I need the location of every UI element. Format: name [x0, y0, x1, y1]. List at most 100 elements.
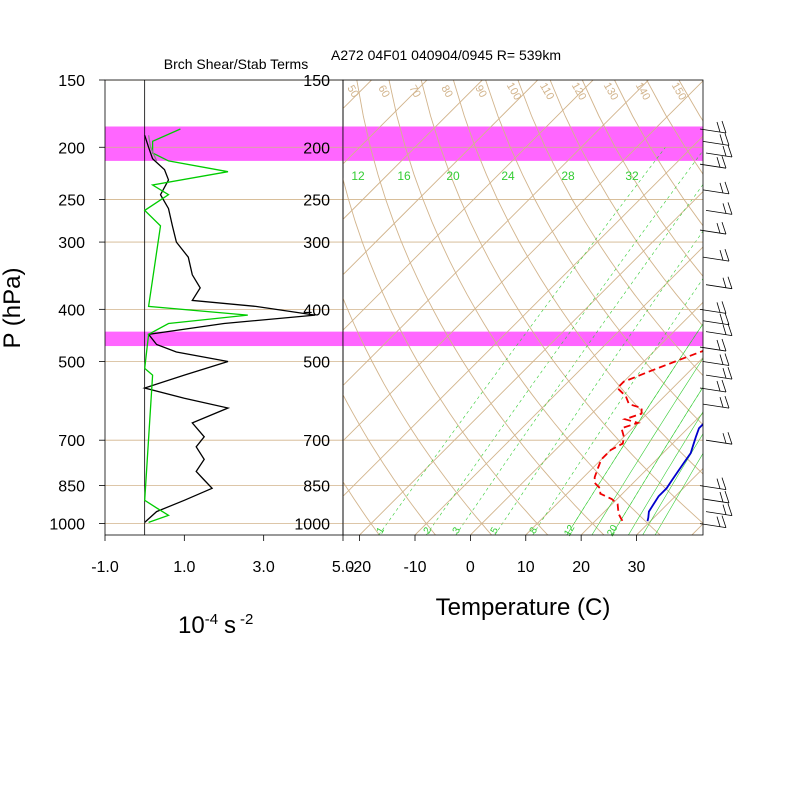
wind-barb-flag	[723, 325, 726, 335]
wind-barb-flag	[722, 222, 726, 234]
wind-barb-flag	[717, 340, 720, 350]
wind-barb-flag	[728, 367, 732, 379]
wind-barb-shaft	[703, 499, 729, 503]
isotherm-label: 120	[569, 81, 589, 103]
x-label-unit: s	[224, 612, 236, 639]
right-ytick-label: 400	[303, 302, 330, 319]
mixing-ratio-bottom-label: 2	[422, 525, 435, 536]
wind-barb	[700, 156, 726, 168]
wind-barb-flag	[717, 479, 720, 489]
wind-barb	[700, 339, 726, 351]
mixing-ratio-label: 24	[501, 169, 515, 183]
right-ytick-label: 700	[303, 433, 330, 450]
left-highlight-band-1	[105, 332, 343, 346]
left-xtick-label: 1.0	[173, 559, 195, 576]
right-xtick-label: -10	[403, 559, 426, 576]
wind-barb-shaft	[706, 375, 732, 379]
wind-barb-flag	[728, 432, 732, 444]
wind-barb-flag	[722, 339, 726, 351]
x-label-base: 10	[178, 612, 205, 639]
x-label-exponent: -4	[205, 611, 218, 628]
wind-barb	[703, 182, 729, 194]
wind-barb-shaft	[703, 362, 729, 366]
isotherm-label: 140	[633, 81, 653, 103]
wind-barb-flag	[717, 157, 720, 167]
left-ytick-label: 1000	[49, 517, 85, 534]
y-axis-label: P (hPa)	[0, 268, 26, 349]
left-xtick-label: 3.0	[253, 559, 275, 576]
left-series-group	[145, 129, 316, 522]
temperature-profile	[648, 123, 800, 522]
left-ytick-label: 700	[58, 433, 85, 450]
right-xtick-label: -20	[348, 559, 371, 576]
mixing-ratio-label: 16	[397, 169, 411, 183]
mixing-ratio-bottom-label: 20	[605, 523, 620, 539]
wind-barb-shaft	[700, 230, 726, 234]
wind-barb-flag	[717, 517, 720, 527]
wind-barb-flag	[720, 314, 723, 324]
wind-barb-flag	[717, 302, 720, 312]
wind-barbs	[700, 121, 732, 528]
mixing-ratio-bottom-label: 12	[562, 523, 577, 539]
wind-barb-flag	[728, 324, 732, 336]
wind-barb-flag	[725, 491, 729, 503]
wind-barb-shaft	[706, 332, 732, 336]
wind-barb-flag	[723, 203, 726, 213]
wind-barb	[703, 313, 729, 325]
wind-barb-shaft	[700, 388, 726, 392]
left-ytick-label: 500	[58, 355, 85, 372]
isotherm-label: 130	[601, 81, 621, 103]
isotherm-label: 60	[375, 83, 392, 100]
wind-barb-shaft	[700, 524, 726, 528]
right-xtick-label: 10	[517, 559, 535, 576]
wind-barb-flag	[723, 505, 726, 515]
mixing-ratio-bottom-label: 3	[451, 525, 464, 536]
wind-barb-flag	[722, 380, 726, 392]
isotherm-label: 80	[438, 83, 455, 100]
wind-barb	[703, 354, 729, 366]
right-ytick-label: 150	[303, 73, 330, 90]
isotherm-label: 70	[406, 83, 423, 100]
wind-barb-flag	[723, 433, 726, 443]
right-ytick-label: 850	[303, 479, 330, 496]
wind-barb	[703, 249, 729, 261]
wind-barb-shaft	[706, 512, 732, 516]
wind-barb-flag	[728, 504, 732, 516]
wind-barb-flag	[723, 278, 726, 288]
right-highlight-band-1	[343, 332, 703, 346]
wind-barb-shaft	[703, 257, 729, 261]
right-ytick-label: 500	[303, 355, 330, 372]
right-panel-title: A272 04F01 040904/0945 R= 539km	[331, 47, 561, 63]
wind-barb	[706, 504, 732, 516]
wind-barb-shaft	[703, 190, 729, 194]
wind-barb-flag	[720, 355, 723, 365]
wind-barb	[703, 133, 729, 145]
isotherm-label: 110	[537, 81, 556, 102]
wind-barb-flag	[723, 146, 726, 156]
right-xtick-label: 20	[572, 559, 590, 576]
isotherm-line	[692, 80, 800, 535]
wind-barb-shaft	[700, 164, 726, 168]
left-series-line-0	[145, 135, 316, 522]
mixing-ratio-label: 20	[446, 169, 460, 183]
wind-barb-shaft	[706, 440, 732, 444]
wind-barb-flag	[728, 202, 732, 214]
wind-barb-flag	[723, 368, 726, 378]
wind-barb-shaft	[706, 153, 732, 157]
temperature-axis-label: Temperature (C)	[436, 594, 611, 621]
wind-barb-flag	[720, 492, 723, 502]
wind-barb	[700, 222, 726, 234]
wind-barb	[700, 478, 726, 490]
wind-barb-flag	[720, 397, 723, 407]
wind-barb	[700, 516, 726, 528]
isotherm-label: 90	[472, 83, 489, 100]
right-ytick-label: 200	[303, 140, 330, 157]
right-ytick-label: 250	[303, 192, 330, 209]
wind-barb-flag	[720, 250, 723, 260]
wind-barb-flag	[722, 121, 726, 133]
